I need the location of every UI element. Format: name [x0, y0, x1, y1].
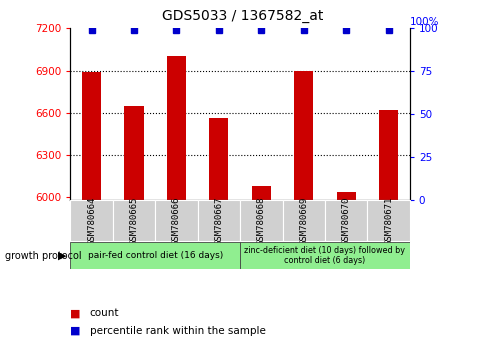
Text: growth protocol: growth protocol	[5, 251, 81, 261]
Bar	[70, 242, 240, 269]
Bar	[240, 242, 409, 269]
Text: GDS5033 / 1367582_at: GDS5033 / 1367582_at	[162, 9, 322, 23]
Bar	[294, 71, 313, 354]
Bar	[324, 200, 366, 241]
Bar	[155, 200, 197, 241]
Text: GSM780670: GSM780670	[341, 196, 350, 245]
Bar	[251, 186, 270, 354]
Bar	[378, 110, 397, 354]
Text: ■: ■	[70, 308, 81, 318]
Bar	[366, 200, 409, 241]
Text: pair-fed control diet (16 days): pair-fed control diet (16 days)	[88, 251, 222, 260]
Text: GSM780666: GSM780666	[171, 196, 181, 245]
Bar	[209, 118, 228, 354]
Bar	[282, 200, 324, 241]
Bar	[197, 200, 240, 241]
Text: ▶: ▶	[58, 251, 67, 261]
Bar	[70, 200, 112, 241]
Text: ■: ■	[70, 326, 81, 336]
Bar	[166, 57, 185, 354]
Bar	[82, 72, 101, 354]
Text: GSM780671: GSM780671	[383, 196, 393, 245]
Text: count: count	[90, 308, 119, 318]
Text: percentile rank within the sample: percentile rank within the sample	[90, 326, 265, 336]
Bar	[124, 106, 143, 354]
Bar	[240, 200, 282, 241]
Text: zinc-deficient diet (10 days) followed by
control diet (6 days): zinc-deficient diet (10 days) followed b…	[244, 246, 405, 266]
Text: GSM780664: GSM780664	[87, 196, 96, 245]
Text: GSM780668: GSM780668	[256, 196, 265, 245]
Bar	[112, 200, 155, 241]
Text: GSM780665: GSM780665	[129, 196, 138, 245]
Text: GSM780667: GSM780667	[214, 196, 223, 245]
Bar	[336, 192, 355, 354]
Text: 100%: 100%	[409, 17, 439, 27]
Text: GSM780669: GSM780669	[299, 196, 308, 245]
